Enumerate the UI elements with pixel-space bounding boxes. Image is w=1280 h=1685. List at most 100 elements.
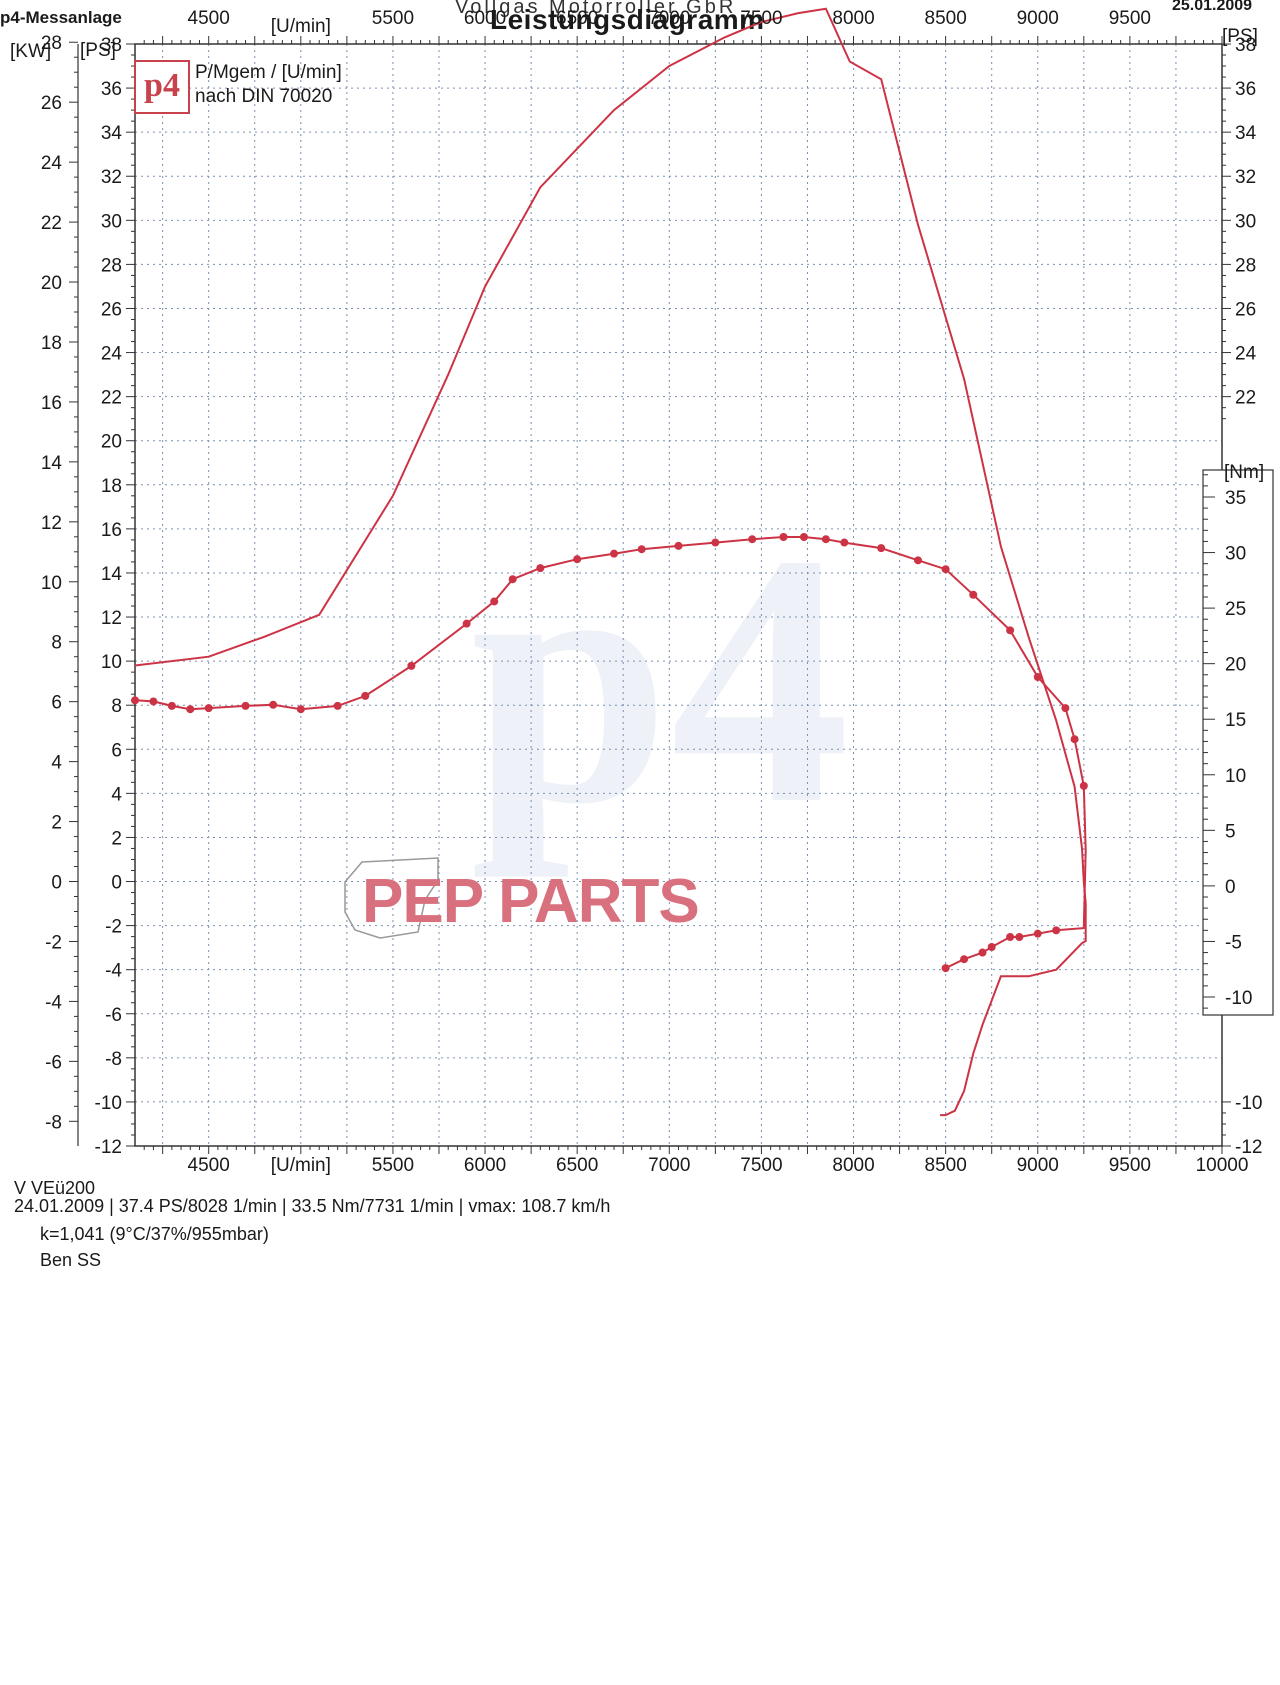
ps-right-tick-label: 30: [1235, 211, 1256, 232]
ps-right-tick-label: 22: [1235, 388, 1256, 409]
torque-data-point: [711, 538, 720, 547]
torque-data-point: [361, 691, 370, 700]
kw-tick-label: 16: [41, 393, 62, 414]
torque-data-point: [799, 533, 808, 541]
ps-tick-label: 22: [101, 388, 122, 409]
torque-data-point: [610, 549, 619, 558]
torque-data-point: [131, 696, 139, 705]
nm-tick-label: -5: [1225, 932, 1242, 953]
x-tick-label-top: 7500: [740, 8, 782, 29]
axis-layer: [69, 36, 1274, 1154]
ps-tick-label: -12: [95, 1137, 122, 1158]
torque-data-point: [674, 541, 683, 550]
kw-tick-label: 8: [51, 633, 62, 654]
kw-tick-label: 24: [41, 153, 63, 174]
x-tick-label-bottom: 5500: [372, 1155, 414, 1176]
x-tick-label-top: 9000: [1017, 8, 1059, 29]
ps-tick-label: 18: [101, 476, 122, 497]
x-tick-label-top: 6500: [556, 8, 598, 29]
ps-tick-label: 24: [101, 344, 123, 365]
ps-right-axis-label: [PS]: [1222, 26, 1258, 47]
torque-data-point: [1052, 926, 1061, 935]
ps-axis-label: [PS]: [80, 40, 116, 61]
torque-data-point: [536, 564, 545, 573]
kw-tick-label: 4: [51, 753, 62, 774]
torque-curve: [134, 536, 1087, 970]
kw-tick-label: 22: [41, 213, 62, 234]
footer-conditions: k=1,041 (9°C/37%/955mbar): [40, 1224, 269, 1244]
x-tick-label-top: 8000: [832, 8, 874, 29]
torque-data-point: [333, 701, 342, 710]
kw-tick-label: 18: [41, 333, 62, 354]
pep-parts-watermark: PEP PARTS: [362, 867, 700, 936]
ps-tick-label: 36: [101, 79, 122, 100]
torque-data-point: [960, 955, 969, 964]
footer-summary: 24.01.2009 | 37.4 PS/8028 1/min | 33.5 N…: [14, 1196, 611, 1216]
ps-right-tick-label: 32: [1235, 167, 1256, 188]
nm-tick-label: 15: [1225, 710, 1246, 731]
ps-tick-label: 8: [111, 696, 122, 717]
x-tick-label-top: 5500: [372, 8, 414, 29]
torque-data-point: [1079, 781, 1088, 790]
x-tick-label-bottom: 8000: [832, 1155, 874, 1176]
torque-data-point: [296, 705, 305, 714]
torque-data-point: [573, 555, 582, 564]
kw-tick-label: 12: [41, 513, 62, 534]
grid-layer: [135, 43, 1223, 1147]
kw-tick-label: 0: [51, 873, 62, 894]
torque-data-point: [987, 943, 996, 951]
header-left: p4-Messanlage: [0, 8, 122, 27]
torque-data-point: [914, 556, 923, 565]
torque-data-point: [941, 964, 950, 973]
kw-tick-label: 10: [41, 573, 62, 594]
torque-data-point: [167, 701, 176, 710]
nm-tick-label: 30: [1225, 544, 1246, 565]
x-tick-label-bottom: 7500: [740, 1155, 782, 1176]
engine-outline-icon: [344, 857, 439, 939]
torque-data-point: [1070, 735, 1079, 744]
ps-tick-label: 26: [101, 299, 122, 320]
ps-tick-label: -4: [105, 961, 122, 982]
torque-data-point: [1006, 626, 1015, 635]
x-tick-label-bottom: 4500: [188, 1155, 230, 1176]
x-axis-label-bottom: [U/min]: [271, 1155, 331, 1176]
header-company: Vollgas Motorroller GbR: [455, 0, 737, 18]
torque-data-point: [508, 575, 517, 584]
ps-right-tick-label: -10: [1235, 1093, 1262, 1114]
ps-tick-label: 34: [101, 123, 123, 144]
legend-logo-box: p4: [134, 60, 190, 114]
ps-right-tick-label: 24: [1235, 344, 1257, 365]
ps-tick-label: 4: [111, 784, 122, 805]
torque-data-point: [978, 948, 987, 957]
ps-tick-label: 32: [101, 167, 122, 188]
kw-tick-label: 28: [41, 33, 62, 54]
torque-data-point: [186, 705, 195, 714]
torque-data-point: [269, 700, 278, 709]
tick-label-layer: -8-6-4-20246810121416182022242628[KW]-12…: [10, 8, 1264, 1176]
x-tick-label-bottom: 7000: [648, 1155, 690, 1176]
series-layer: [131, 7, 1088, 1117]
nm-tick-label: -10: [1225, 988, 1252, 1009]
torque-data-point: [637, 545, 646, 554]
torque-data-point: [1006, 933, 1015, 941]
kw-tick-label: 26: [41, 93, 62, 114]
torque-data-point: [204, 704, 213, 713]
nm-tick-label: 10: [1225, 766, 1246, 787]
x-tick-label-top: 4500: [188, 8, 230, 29]
nm-tick-label: 35: [1225, 488, 1246, 509]
ps-right-tick-label: 34: [1235, 123, 1257, 144]
kw-tick-label: -8: [45, 1112, 62, 1133]
nm-tick-label: 25: [1225, 599, 1246, 620]
ps-tick-label: 30: [101, 211, 122, 232]
ps-right-tick-label: 36: [1235, 79, 1256, 100]
torque-data-point: [941, 565, 950, 574]
ps-tick-label: 38: [101, 35, 122, 56]
kw-tick-label: 20: [41, 273, 62, 294]
x-tick-label-bottom: 9000: [1017, 1155, 1059, 1176]
kw-axis-label: [KW]: [10, 41, 51, 62]
torque-data-point: [241, 701, 250, 710]
x-tick-label-bottom: 9500: [1109, 1155, 1151, 1176]
torque-data-point: [821, 535, 830, 544]
ps-tick-label: 0: [111, 873, 122, 894]
